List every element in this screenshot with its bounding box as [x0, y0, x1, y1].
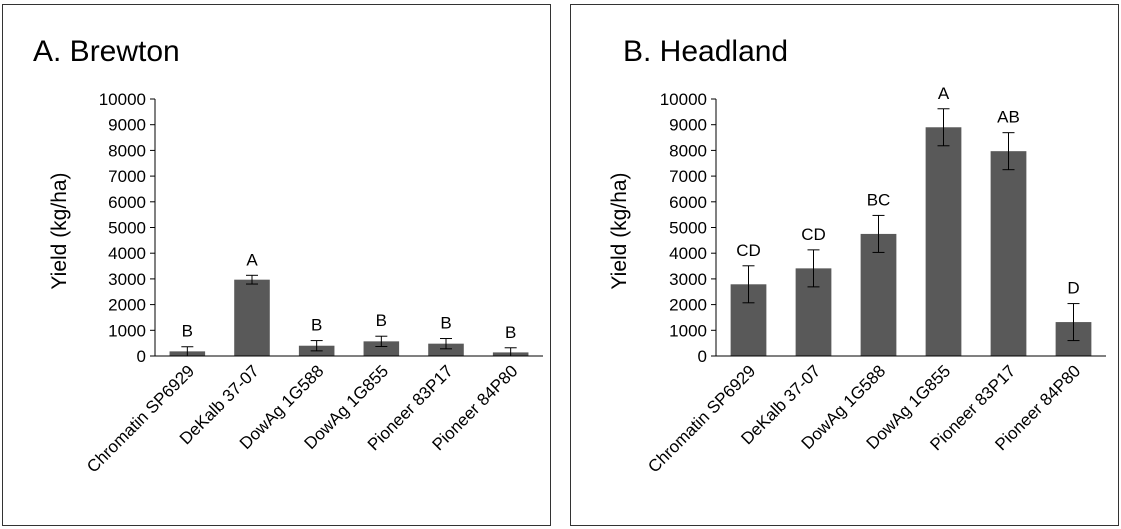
bar — [925, 127, 962, 357]
significance-letter: B — [376, 311, 387, 330]
bar — [234, 279, 270, 356]
y-tick-label: 2000 — [669, 296, 707, 315]
y-tick-label: 9000 — [669, 116, 707, 135]
y-tick-label: 8000 — [108, 141, 146, 160]
y-tick-label: 3000 — [669, 270, 707, 289]
category-label: Chromatin SP6929 — [83, 361, 198, 476]
chart-title: A. Brewton — [33, 35, 180, 68]
y-tick-label: 2000 — [108, 296, 146, 315]
y-tick-label: 7000 — [108, 167, 146, 186]
significance-letter: CD — [801, 225, 826, 244]
significance-letter: B — [440, 314, 451, 333]
significance-letter: BC — [867, 190, 891, 209]
y-tick-label: 1000 — [108, 321, 146, 340]
significance-letter: B — [311, 316, 322, 335]
bar — [860, 233, 897, 356]
significance-letter: A — [246, 250, 258, 269]
significance-letter: A — [938, 84, 950, 103]
significance-letter: AB — [997, 108, 1020, 127]
category-label: Chromatin SP6929 — [644, 361, 759, 476]
chart-brewton: A. Brewton Yield (kg/ha) 0 1000 2000 3000 40… — [33, 35, 543, 476]
significance-letter: B — [182, 322, 193, 341]
y-tick-label: 0 — [698, 347, 707, 366]
chart-panel-headland: B. Headland Yield (kg/ha) 0 1000 2000 3000 4… — [570, 4, 1119, 526]
bar — [428, 343, 464, 356]
bar — [990, 151, 1027, 356]
chart-headland: B. Headland Yield (kg/ha) 0 1000 2000 3000 4… — [608, 35, 1106, 476]
y-tick-label: 7000 — [669, 167, 707, 186]
y-tick-label: 4000 — [669, 244, 707, 263]
y-tick-label: 0 — [137, 347, 146, 366]
y-tick-label: 6000 — [669, 193, 707, 212]
y-axis-label: Yield (kg/ha) — [48, 172, 71, 289]
y-axis-label: Yield (kg/ha) — [608, 172, 631, 289]
y-tick-label: 3000 — [108, 270, 146, 289]
y-tick-label: 8000 — [669, 141, 707, 160]
y-tick-label: 10000 — [660, 90, 707, 109]
y-tick-label: 5000 — [108, 219, 146, 238]
significance-letter: CD — [736, 241, 761, 260]
significance-letter: B — [505, 323, 516, 342]
y-tick-label: 9000 — [108, 116, 146, 135]
y-tick-label: 10000 — [99, 90, 146, 109]
significance-letter: D — [1067, 279, 1079, 298]
y-tick-label: 4000 — [108, 244, 146, 263]
y-tick-label: 1000 — [669, 321, 707, 340]
chart-panel-brewton: A. Brewton Yield (kg/ha) 0 1000 2000 3000 40… — [2, 4, 551, 526]
chart-title: B. Headland — [623, 35, 788, 68]
y-tick-label: 5000 — [669, 219, 707, 238]
bar — [363, 341, 400, 356]
y-tick-label: 6000 — [108, 193, 146, 212]
